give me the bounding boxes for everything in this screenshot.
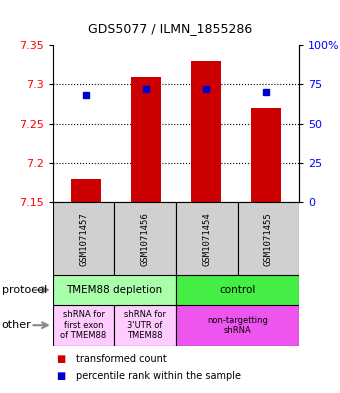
Text: ■: ■	[56, 371, 65, 381]
Bar	[71, 179, 101, 202]
Bar	[176, 305, 299, 346]
Bar	[131, 77, 161, 202]
Bar	[53, 202, 114, 275]
Text: GSM1071456: GSM1071456	[141, 212, 150, 266]
Text: transformed count: transformed count	[76, 354, 167, 364]
Bar	[176, 202, 238, 275]
Bar	[53, 275, 176, 305]
Bar	[238, 202, 299, 275]
Bar	[176, 275, 299, 305]
Text: control: control	[219, 285, 256, 295]
Text: GDS5077 / ILMN_1855286: GDS5077 / ILMN_1855286	[88, 22, 252, 35]
Text: TMEM88 depletion: TMEM88 depletion	[66, 285, 163, 295]
Bar	[191, 61, 221, 202]
Bar	[114, 305, 176, 346]
Text: other: other	[2, 320, 31, 330]
Text: shRNA for
3'UTR of
TMEM88: shRNA for 3'UTR of TMEM88	[124, 310, 166, 340]
Bar	[114, 202, 176, 275]
Text: non-targetting
shRNA: non-targetting shRNA	[207, 316, 268, 335]
Bar	[251, 108, 281, 202]
Text: protocol: protocol	[2, 285, 47, 295]
Text: shRNA for
first exon
of TMEM88: shRNA for first exon of TMEM88	[61, 310, 107, 340]
Text: percentile rank within the sample: percentile rank within the sample	[76, 371, 241, 381]
Text: GSM1071457: GSM1071457	[79, 212, 88, 266]
Bar	[53, 305, 114, 346]
Text: GSM1071455: GSM1071455	[264, 212, 273, 266]
Text: ■: ■	[56, 354, 65, 364]
Text: GSM1071454: GSM1071454	[202, 212, 211, 266]
